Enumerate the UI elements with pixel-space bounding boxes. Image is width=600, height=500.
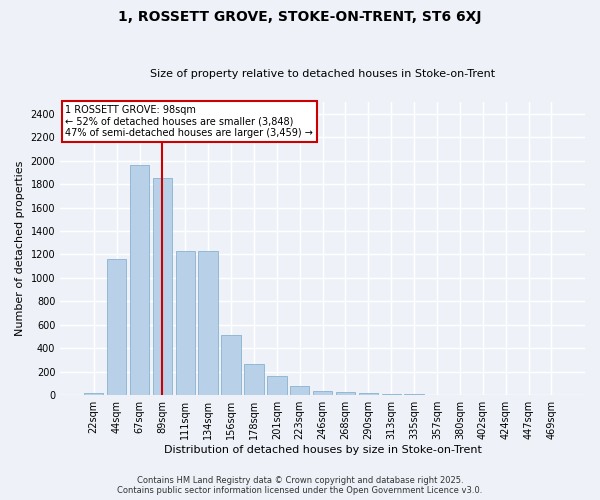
Bar <box>244 364 263 395</box>
Bar <box>427 394 447 395</box>
Text: 1, ROSSETT GROVE, STOKE-ON-TRENT, ST6 6XJ: 1, ROSSETT GROVE, STOKE-ON-TRENT, ST6 6X… <box>118 10 482 24</box>
Bar <box>199 251 218 395</box>
Title: Size of property relative to detached houses in Stoke-on-Trent: Size of property relative to detached ho… <box>150 69 495 79</box>
Text: 1 ROSSETT GROVE: 98sqm
← 52% of detached houses are smaller (3,848)
47% of semi-: 1 ROSSETT GROVE: 98sqm ← 52% of detached… <box>65 105 313 138</box>
Text: Contains HM Land Registry data © Crown copyright and database right 2025.
Contai: Contains HM Land Registry data © Crown c… <box>118 476 482 495</box>
Bar <box>221 336 241 395</box>
Bar <box>382 394 401 395</box>
Bar <box>152 178 172 395</box>
Bar <box>404 394 424 395</box>
Bar <box>359 393 378 395</box>
Bar <box>84 392 103 395</box>
Y-axis label: Number of detached properties: Number of detached properties <box>15 161 25 336</box>
Bar <box>336 392 355 395</box>
Bar <box>176 251 195 395</box>
X-axis label: Distribution of detached houses by size in Stoke-on-Trent: Distribution of detached houses by size … <box>164 445 482 455</box>
Bar <box>107 259 127 395</box>
Bar <box>267 376 287 395</box>
Bar <box>290 386 310 395</box>
Bar <box>313 390 332 395</box>
Bar <box>130 166 149 395</box>
